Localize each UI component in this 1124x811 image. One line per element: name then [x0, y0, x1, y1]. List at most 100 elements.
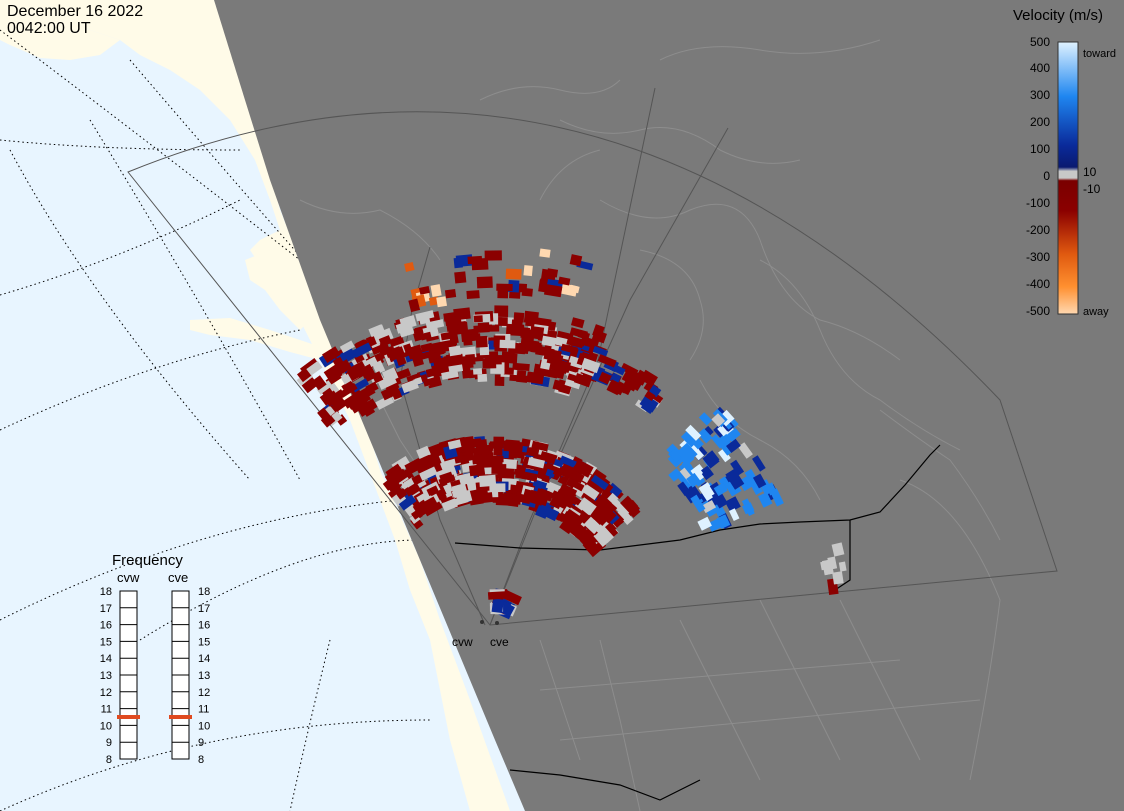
velocity-cell	[685, 424, 702, 441]
velocity-cell	[688, 484, 704, 502]
velocity-cell	[332, 389, 346, 402]
fov-outline	[127, 87, 1058, 626]
velocity-cell	[614, 365, 626, 376]
velocity-cell	[493, 436, 505, 448]
velocity-cell	[564, 508, 584, 526]
frequency-panel: Frequency cvw cve 1817161514131211109818…	[100, 552, 211, 766]
velocity-cell	[724, 496, 741, 513]
velocity-cell	[572, 459, 594, 478]
velocity-cell	[552, 467, 564, 477]
velocity-cell	[456, 321, 469, 335]
velocity-cell	[551, 497, 569, 510]
velocity-cell	[454, 271, 467, 284]
velocity-cell	[454, 453, 473, 464]
velocity-cell	[592, 345, 609, 357]
velocity-cell	[448, 345, 462, 357]
velocity-cell	[838, 561, 847, 572]
frequency-tick-label: 17	[198, 603, 210, 615]
velocity-cell	[711, 434, 725, 449]
velocity-cell	[724, 478, 742, 497]
velocity-cell	[713, 503, 726, 517]
velocity-cell	[620, 362, 639, 377]
velocity-cell	[418, 350, 436, 361]
velocity-cell	[369, 324, 385, 337]
velocity-cell	[317, 407, 332, 423]
frequency-tick-label: 14	[100, 653, 112, 665]
velocity-cell	[543, 347, 555, 361]
frequency-tick-label: 8	[198, 754, 204, 766]
velocity-cell	[371, 342, 390, 355]
velocity-cell	[592, 511, 609, 527]
velocity-cell	[378, 335, 392, 346]
velocity-cell	[494, 317, 508, 327]
velocity-cell	[397, 322, 415, 338]
velocity-cell	[513, 312, 525, 323]
frequency-tick-label: 16	[100, 620, 112, 632]
velocity-cell	[648, 384, 662, 398]
velocity-cell	[357, 403, 372, 417]
velocity-cell	[593, 531, 609, 547]
velocity-cell	[737, 442, 753, 459]
velocity-cell	[516, 370, 527, 378]
velocity-cell	[566, 477, 585, 492]
velocity-cell	[620, 495, 640, 516]
velocity-cell	[717, 424, 729, 437]
frequency-tick-label: 10	[198, 720, 210, 732]
velocity-cell	[580, 357, 601, 374]
velocity-cell	[387, 485, 403, 500]
legend-tick-label: -200	[1026, 223, 1050, 237]
frequency-tick-label: 12	[100, 687, 112, 699]
velocity-cell	[503, 367, 514, 375]
frequency-tick-label: 12	[198, 687, 210, 699]
velocity-cell	[505, 268, 522, 280]
velocity-cell	[441, 498, 459, 512]
legend-tick-label: 100	[1030, 142, 1050, 156]
velocity-cell	[491, 464, 507, 475]
legend-tick-label: 400	[1030, 61, 1050, 75]
frequency-tick-label: 14	[198, 653, 210, 665]
velocity-cell	[597, 354, 617, 368]
velocity-cell	[521, 287, 533, 297]
velocity-cell	[668, 468, 683, 482]
velocity-cell	[559, 455, 577, 468]
velocity-cell	[471, 454, 483, 465]
velocity-cell	[476, 276, 493, 289]
velocity-cell	[748, 476, 763, 495]
velocity-cell	[395, 368, 412, 381]
velocity-cell	[543, 284, 563, 298]
velocity-cell	[465, 354, 476, 366]
legend-toward: toward	[1083, 48, 1116, 60]
velocity-cell	[526, 447, 540, 456]
velocity-cell	[701, 500, 717, 514]
velocity-cell	[697, 516, 712, 531]
velocity-cell	[331, 396, 348, 412]
legend-tick-label: -10	[1083, 182, 1101, 196]
velocity-cell	[488, 357, 502, 365]
velocity-cell	[582, 537, 602, 558]
velocity-cell	[430, 284, 442, 298]
velocity-cell	[752, 473, 767, 489]
velocity-cell	[455, 472, 475, 484]
station-cve-label: cve	[490, 635, 509, 649]
velocity-cell	[677, 481, 691, 497]
velocity-cell	[520, 471, 538, 482]
velocity-cell	[468, 439, 488, 449]
velocity-cell	[545, 468, 556, 478]
velocity-cell	[468, 464, 486, 477]
velocity-cell	[832, 571, 844, 585]
velocity-cell	[698, 482, 717, 502]
velocity-cell	[461, 367, 472, 379]
date-text: December 16 2022	[7, 3, 143, 20]
velocity-cell	[428, 376, 442, 387]
velocity-cell	[493, 446, 503, 456]
velocity-cell	[598, 371, 612, 385]
velocity-cell	[551, 358, 572, 374]
velocity-cell	[569, 284, 580, 294]
velocity-cell	[462, 334, 473, 346]
velocity-cell	[738, 475, 754, 492]
velocity-cell	[758, 491, 773, 508]
velocity-cell	[675, 470, 693, 489]
velocity-cell	[531, 440, 549, 452]
